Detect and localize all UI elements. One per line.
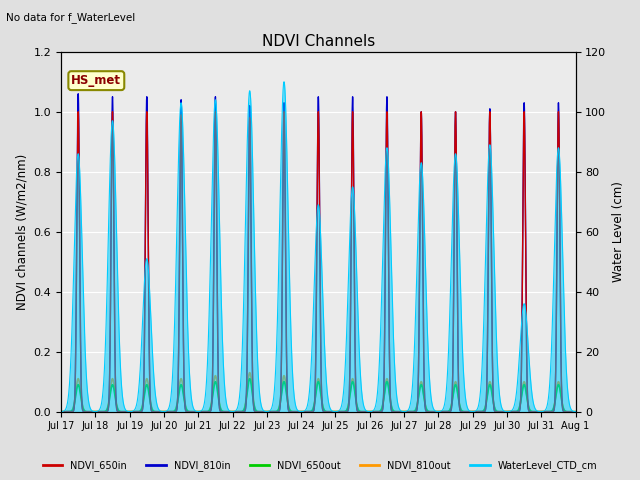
Text: No data for f_WaterLevel: No data for f_WaterLevel [6,12,136,23]
Legend: NDVI_650in, NDVI_810in, NDVI_650out, NDVI_810out, WaterLevel_CTD_cm: NDVI_650in, NDVI_810in, NDVI_650out, NDV… [39,456,601,475]
Y-axis label: Water Level (cm): Water Level (cm) [612,181,625,282]
Text: HS_met: HS_met [71,74,122,87]
Title: NDVI Channels: NDVI Channels [262,34,375,49]
Y-axis label: NDVI channels (W/m2/nm): NDVI channels (W/m2/nm) [15,154,28,310]
